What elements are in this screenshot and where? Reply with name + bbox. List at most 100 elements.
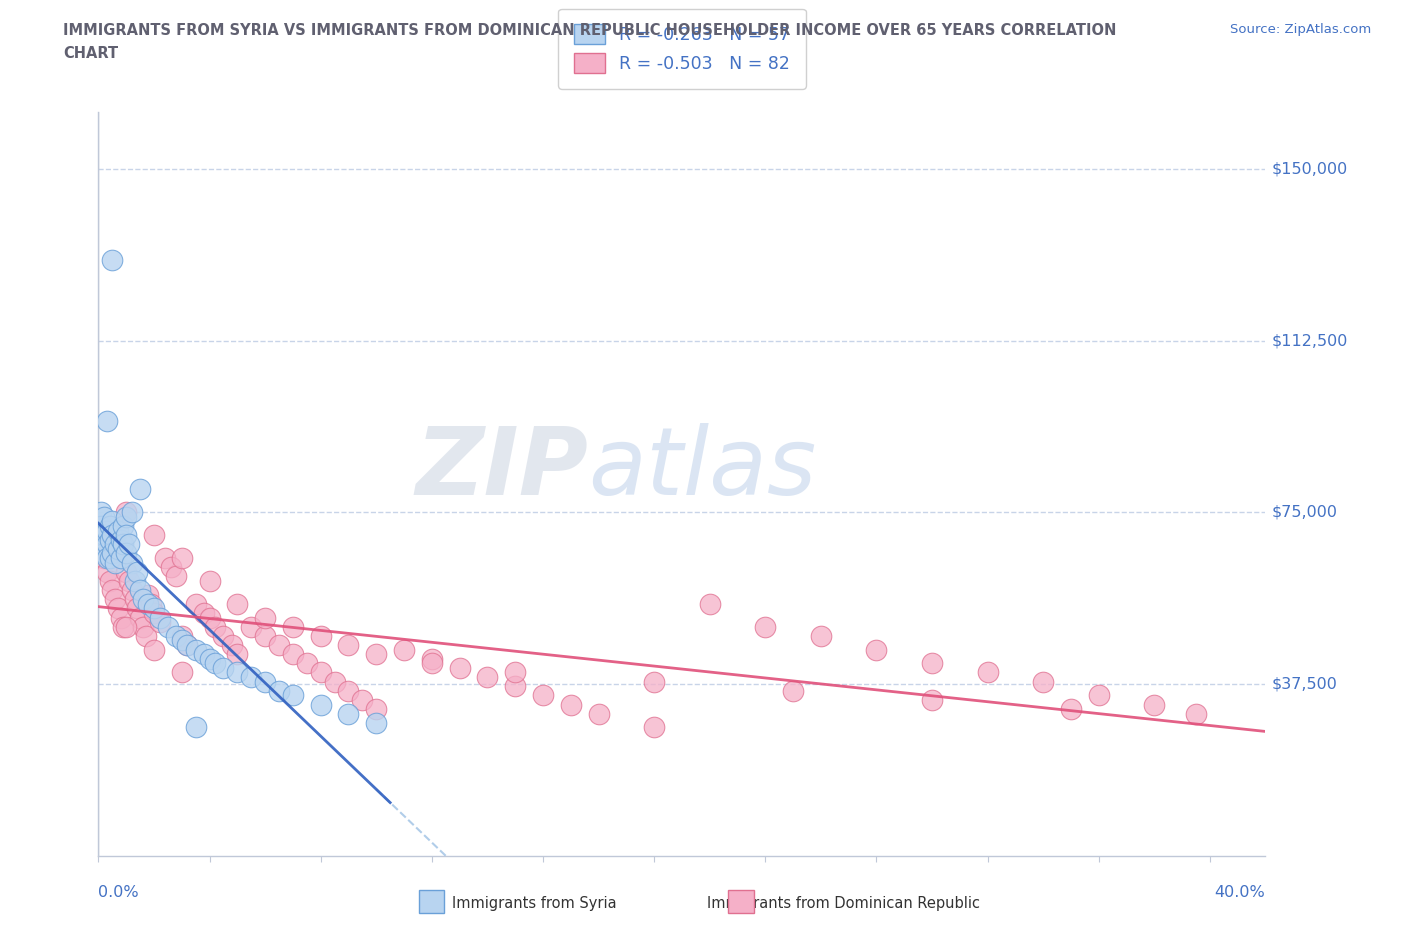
Point <box>254 610 277 625</box>
Point <box>921 693 943 708</box>
Point <box>254 674 277 689</box>
Point <box>204 619 226 634</box>
Point <box>1143 698 1166 712</box>
Point <box>226 596 249 611</box>
Point <box>124 591 146 606</box>
Text: Immigrants from Syria: Immigrants from Syria <box>451 897 617 911</box>
Point <box>141 596 163 611</box>
Point <box>138 587 160 602</box>
Point <box>921 656 943 671</box>
Point <box>112 519 135 534</box>
Point <box>96 537 118 551</box>
Point <box>93 527 115 542</box>
Point <box>121 505 143 520</box>
Point <box>153 551 176 565</box>
Point <box>281 619 304 634</box>
Point <box>366 701 388 716</box>
Point <box>115 546 138 561</box>
Point <box>337 684 360 698</box>
Point <box>281 646 304 661</box>
Point <box>309 629 332 644</box>
Point <box>212 660 235 675</box>
Point <box>132 591 155 606</box>
Point <box>143 642 166 657</box>
Point <box>110 532 132 547</box>
Point <box>101 527 124 542</box>
Point <box>121 582 143 597</box>
Point <box>477 670 499 684</box>
Point <box>531 688 554 703</box>
Point <box>110 551 132 565</box>
Point <box>156 619 179 634</box>
Point <box>184 720 207 735</box>
Point <box>143 527 166 542</box>
Point <box>127 601 149 616</box>
Point <box>96 565 118 579</box>
Point <box>392 642 415 657</box>
Point <box>254 629 277 644</box>
Point <box>101 582 124 597</box>
Point <box>165 569 187 584</box>
Point <box>132 619 155 634</box>
Text: $112,500: $112,500 <box>1271 333 1347 348</box>
Point <box>221 638 243 653</box>
Point <box>782 684 804 698</box>
Point <box>1087 688 1109 703</box>
Point <box>170 633 193 648</box>
Point <box>176 638 198 653</box>
Point <box>295 656 318 671</box>
Point <box>184 596 207 611</box>
Point <box>118 574 141 589</box>
Point <box>96 523 118 538</box>
Point <box>90 519 112 534</box>
Point <box>226 665 249 680</box>
Point <box>198 610 221 625</box>
Point <box>115 565 138 579</box>
Point <box>107 601 129 616</box>
Text: $75,000: $75,000 <box>1271 505 1337 520</box>
Point <box>281 688 304 703</box>
Point <box>107 523 129 538</box>
Text: ZIP: ZIP <box>416 423 589 514</box>
Point <box>337 706 360 721</box>
Point <box>118 537 141 551</box>
Point <box>193 605 215 620</box>
Point <box>170 551 193 565</box>
Point <box>101 253 124 268</box>
Point <box>503 665 526 680</box>
Point <box>127 565 149 579</box>
Point <box>115 510 138 525</box>
Point <box>115 527 138 542</box>
Point <box>135 629 157 644</box>
Point <box>96 413 118 428</box>
Point <box>110 610 132 625</box>
Text: 40.0%: 40.0% <box>1215 885 1265 900</box>
Point <box>309 665 332 680</box>
Point <box>115 619 138 634</box>
Point <box>204 656 226 671</box>
Point <box>643 720 665 735</box>
Point <box>865 642 887 657</box>
Point <box>240 670 263 684</box>
Point <box>193 646 215 661</box>
Point <box>124 574 146 589</box>
Point <box>165 629 187 644</box>
Point <box>560 698 582 712</box>
Point <box>170 629 193 644</box>
Point <box>366 715 388 730</box>
Point <box>309 698 332 712</box>
Point <box>98 532 121 547</box>
Point <box>98 574 121 589</box>
Point <box>240 619 263 634</box>
Point <box>643 674 665 689</box>
Text: Source: ZipAtlas.com: Source: ZipAtlas.com <box>1230 23 1371 36</box>
Point <box>121 555 143 570</box>
Point <box>503 679 526 694</box>
Point <box>93 551 115 565</box>
Point <box>112 537 135 551</box>
Point <box>323 674 346 689</box>
Point <box>420 651 443 666</box>
Point <box>754 619 776 634</box>
Point <box>143 605 166 620</box>
Point <box>143 601 166 616</box>
